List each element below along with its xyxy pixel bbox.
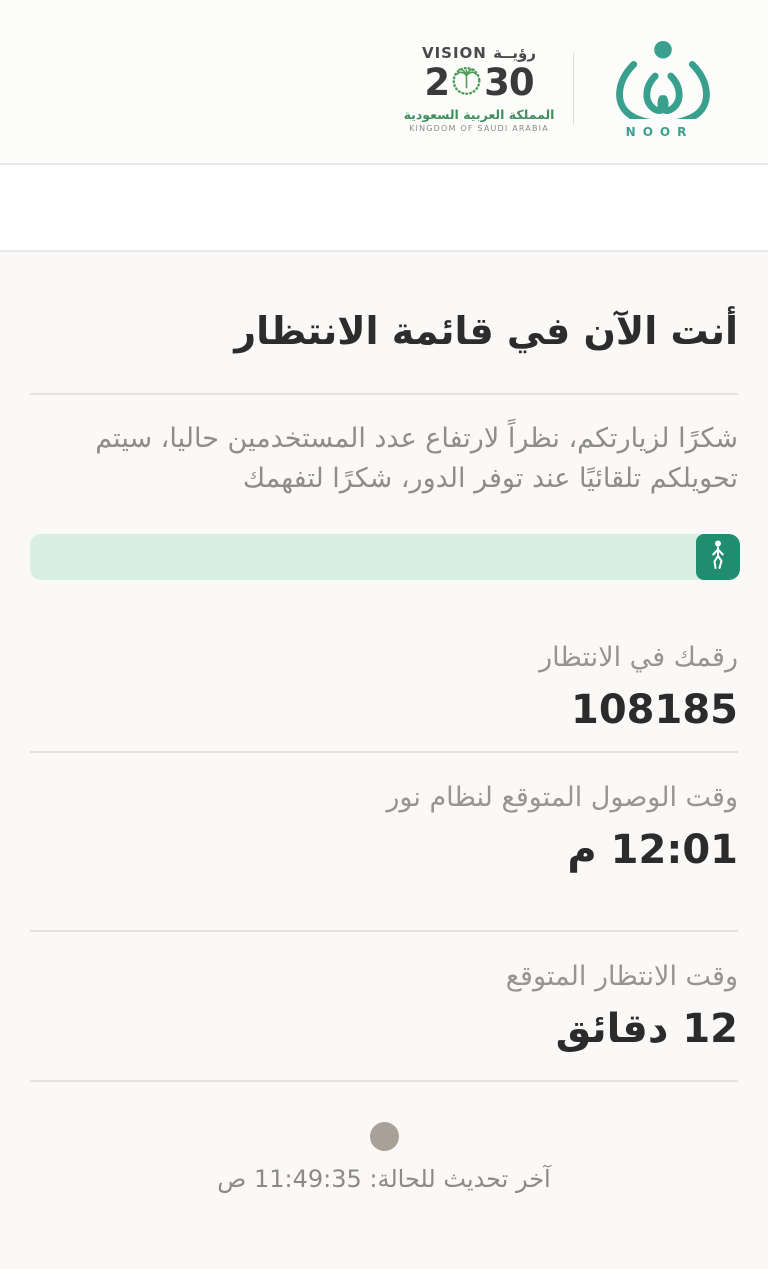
vision-2030-logo: VISION رؤيــة 2 <box>404 43 555 134</box>
progress-track <box>30 533 738 580</box>
expected-arrival-stat: وقت الوصول المتوقع لنظام نور 12:01 م <box>30 780 738 875</box>
vision-year-2: 2 <box>424 61 450 105</box>
expected-wait-value: 12 دقائق <box>555 1006 738 1053</box>
queue-progress-bar <box>30 533 740 580</box>
expected-wait-stat: وقت الانتظار المتوقع 12 دقائق <box>30 959 738 1054</box>
queue-number-value: 108185 <box>571 686 738 733</box>
expected-wait-label: وقت الانتظار المتوقع <box>505 960 738 992</box>
expected-arrival-label: وقت الوصول المتوقع لنظام نور <box>386 781 738 813</box>
divider <box>30 1080 738 1083</box>
queue-number-stat: رقمك في الانتظار 108185 <box>30 640 738 735</box>
vision-logo-arabic-name: المملكة العربية السعودية <box>403 107 555 123</box>
divider <box>30 929 738 932</box>
vision-logo-english-name: KINGDOM OF SAUDI ARABIA <box>409 124 549 134</box>
waiting-room-content: أنت الآن في قائمة الانتظار شكرًا لزيارتك… <box>0 302 768 1193</box>
divider <box>30 750 738 753</box>
vision-year-30: 30 <box>484 61 534 105</box>
noor-calligraphy-icon <box>604 39 722 127</box>
divider <box>30 392 738 395</box>
noor-logo-label: NOOR <box>625 124 694 139</box>
expected-arrival-value: 12:01 م <box>567 826 738 873</box>
empty-nav-band <box>0 163 768 252</box>
palm-tree-emblem-icon <box>450 62 483 106</box>
progress-position-marker <box>696 533 740 580</box>
status-indicator-dot <box>369 1122 399 1152</box>
noor-logo: NOOR <box>598 39 728 139</box>
queue-description: شكرًا لزيارتكم، نظراً لارتفاع عدد المستخ… <box>95 422 738 494</box>
vision-logo-wordmark: VISION رؤيــة <box>421 43 537 62</box>
vision-2030-year: 2 30 <box>424 61 534 106</box>
logo-separator <box>573 52 574 125</box>
queue-number-label: رقمك في الانتظار <box>539 641 738 673</box>
page-title: أنت الآن في قائمة الانتظار <box>234 309 738 353</box>
last-update-text: آخر تحديث للحالة: 11:49:35 ص <box>217 1165 551 1194</box>
walking-person-icon <box>707 539 729 575</box>
header: NOOR VISION رؤيــة 2 <box>0 0 768 163</box>
